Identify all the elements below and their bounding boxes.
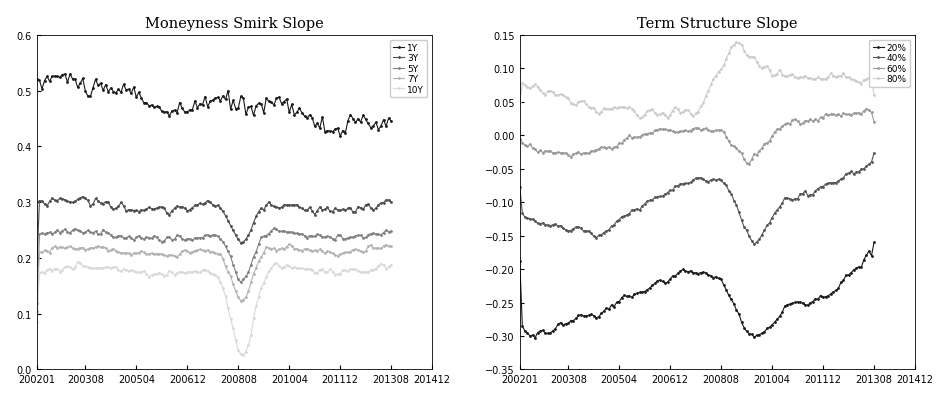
20%	[865, 254, 877, 259]
20%	[537, 328, 548, 333]
Line: 80%: 80%	[519, 43, 875, 119]
5Y	[268, 227, 279, 231]
Line: 3Y: 3Y	[36, 196, 391, 265]
7Y	[207, 249, 218, 254]
10Y	[44, 267, 55, 271]
3Y	[66, 200, 78, 205]
3Y	[98, 202, 109, 207]
60%	[535, 149, 546, 154]
60%	[514, 137, 525, 142]
40%	[868, 151, 880, 156]
80%	[731, 41, 742, 46]
Title: Term Structure Slope: Term Structure Slope	[637, 16, 798, 30]
Title: Moneyness Smirk Slope: Moneyness Smirk Slope	[145, 16, 324, 30]
60%	[550, 151, 561, 156]
1Y	[98, 89, 109, 93]
80%	[578, 99, 589, 104]
Legend: 1Y, 3Y, 5Y, 7Y, 10Y: 1Y, 3Y, 5Y, 7Y, 10Y	[390, 41, 428, 98]
Line: 7Y: 7Y	[36, 244, 391, 312]
Line: 1Y: 1Y	[36, 74, 391, 138]
5Y	[51, 228, 63, 233]
20%	[693, 271, 704, 276]
10Y	[98, 266, 109, 271]
1Y	[210, 96, 221, 101]
40%	[578, 229, 589, 234]
7Y	[44, 251, 55, 255]
3Y	[51, 198, 63, 203]
60%	[662, 128, 674, 133]
40%	[514, 185, 525, 190]
3Y	[383, 198, 394, 203]
5Y	[66, 228, 78, 233]
7Y	[51, 246, 63, 251]
60%	[868, 120, 880, 125]
10Y	[31, 320, 43, 325]
20%	[580, 314, 592, 318]
40%	[690, 176, 701, 181]
40%	[865, 160, 877, 165]
60%	[527, 146, 539, 151]
80%	[535, 89, 546, 93]
Line: 5Y: 5Y	[36, 228, 391, 304]
3Y	[44, 199, 55, 204]
40%	[550, 222, 561, 227]
10Y	[386, 263, 397, 267]
20%	[514, 259, 525, 264]
80%	[514, 100, 525, 105]
5Y	[386, 229, 397, 234]
5Y	[207, 233, 218, 238]
10Y	[66, 267, 78, 272]
7Y	[283, 242, 294, 247]
60%	[578, 151, 589, 156]
1Y	[69, 77, 81, 82]
7Y	[383, 244, 394, 249]
7Y	[31, 309, 43, 314]
7Y	[386, 244, 397, 249]
40%	[749, 242, 760, 247]
20%	[527, 333, 539, 338]
80%	[527, 85, 539, 89]
5Y	[95, 232, 106, 237]
1Y	[181, 110, 193, 115]
10Y	[51, 267, 63, 272]
20%	[552, 322, 563, 327]
80%	[634, 116, 645, 121]
5Y	[44, 231, 55, 235]
80%	[550, 94, 561, 99]
1Y	[31, 78, 43, 83]
3Y	[77, 194, 88, 199]
1Y	[44, 80, 55, 85]
5Y	[31, 300, 43, 305]
60%	[690, 126, 701, 131]
5Y	[383, 230, 394, 235]
7Y	[95, 245, 106, 250]
Line: 60%: 60%	[519, 109, 875, 165]
7Y	[66, 246, 78, 251]
1Y	[334, 134, 346, 139]
3Y	[386, 200, 397, 205]
1Y	[51, 75, 63, 79]
80%	[664, 113, 675, 118]
3Y	[31, 261, 43, 266]
1Y	[59, 73, 70, 77]
40%	[527, 217, 539, 222]
Line: 10Y: 10Y	[36, 261, 391, 355]
Legend: 20%, 40%, 60%, 80%: 20%, 40%, 60%, 80%	[869, 41, 910, 87]
10Y	[238, 352, 249, 357]
60%	[861, 107, 872, 112]
10Y	[181, 270, 193, 275]
80%	[693, 110, 704, 115]
3Y	[210, 204, 221, 209]
20%	[868, 240, 880, 245]
10Y	[72, 260, 84, 265]
60%	[744, 162, 755, 167]
80%	[868, 93, 880, 98]
40%	[535, 222, 546, 227]
1Y	[386, 119, 397, 124]
10Y	[210, 273, 221, 277]
Line: 20%: 20%	[519, 242, 875, 339]
20%	[529, 336, 541, 340]
Line: 40%: 40%	[519, 153, 875, 245]
